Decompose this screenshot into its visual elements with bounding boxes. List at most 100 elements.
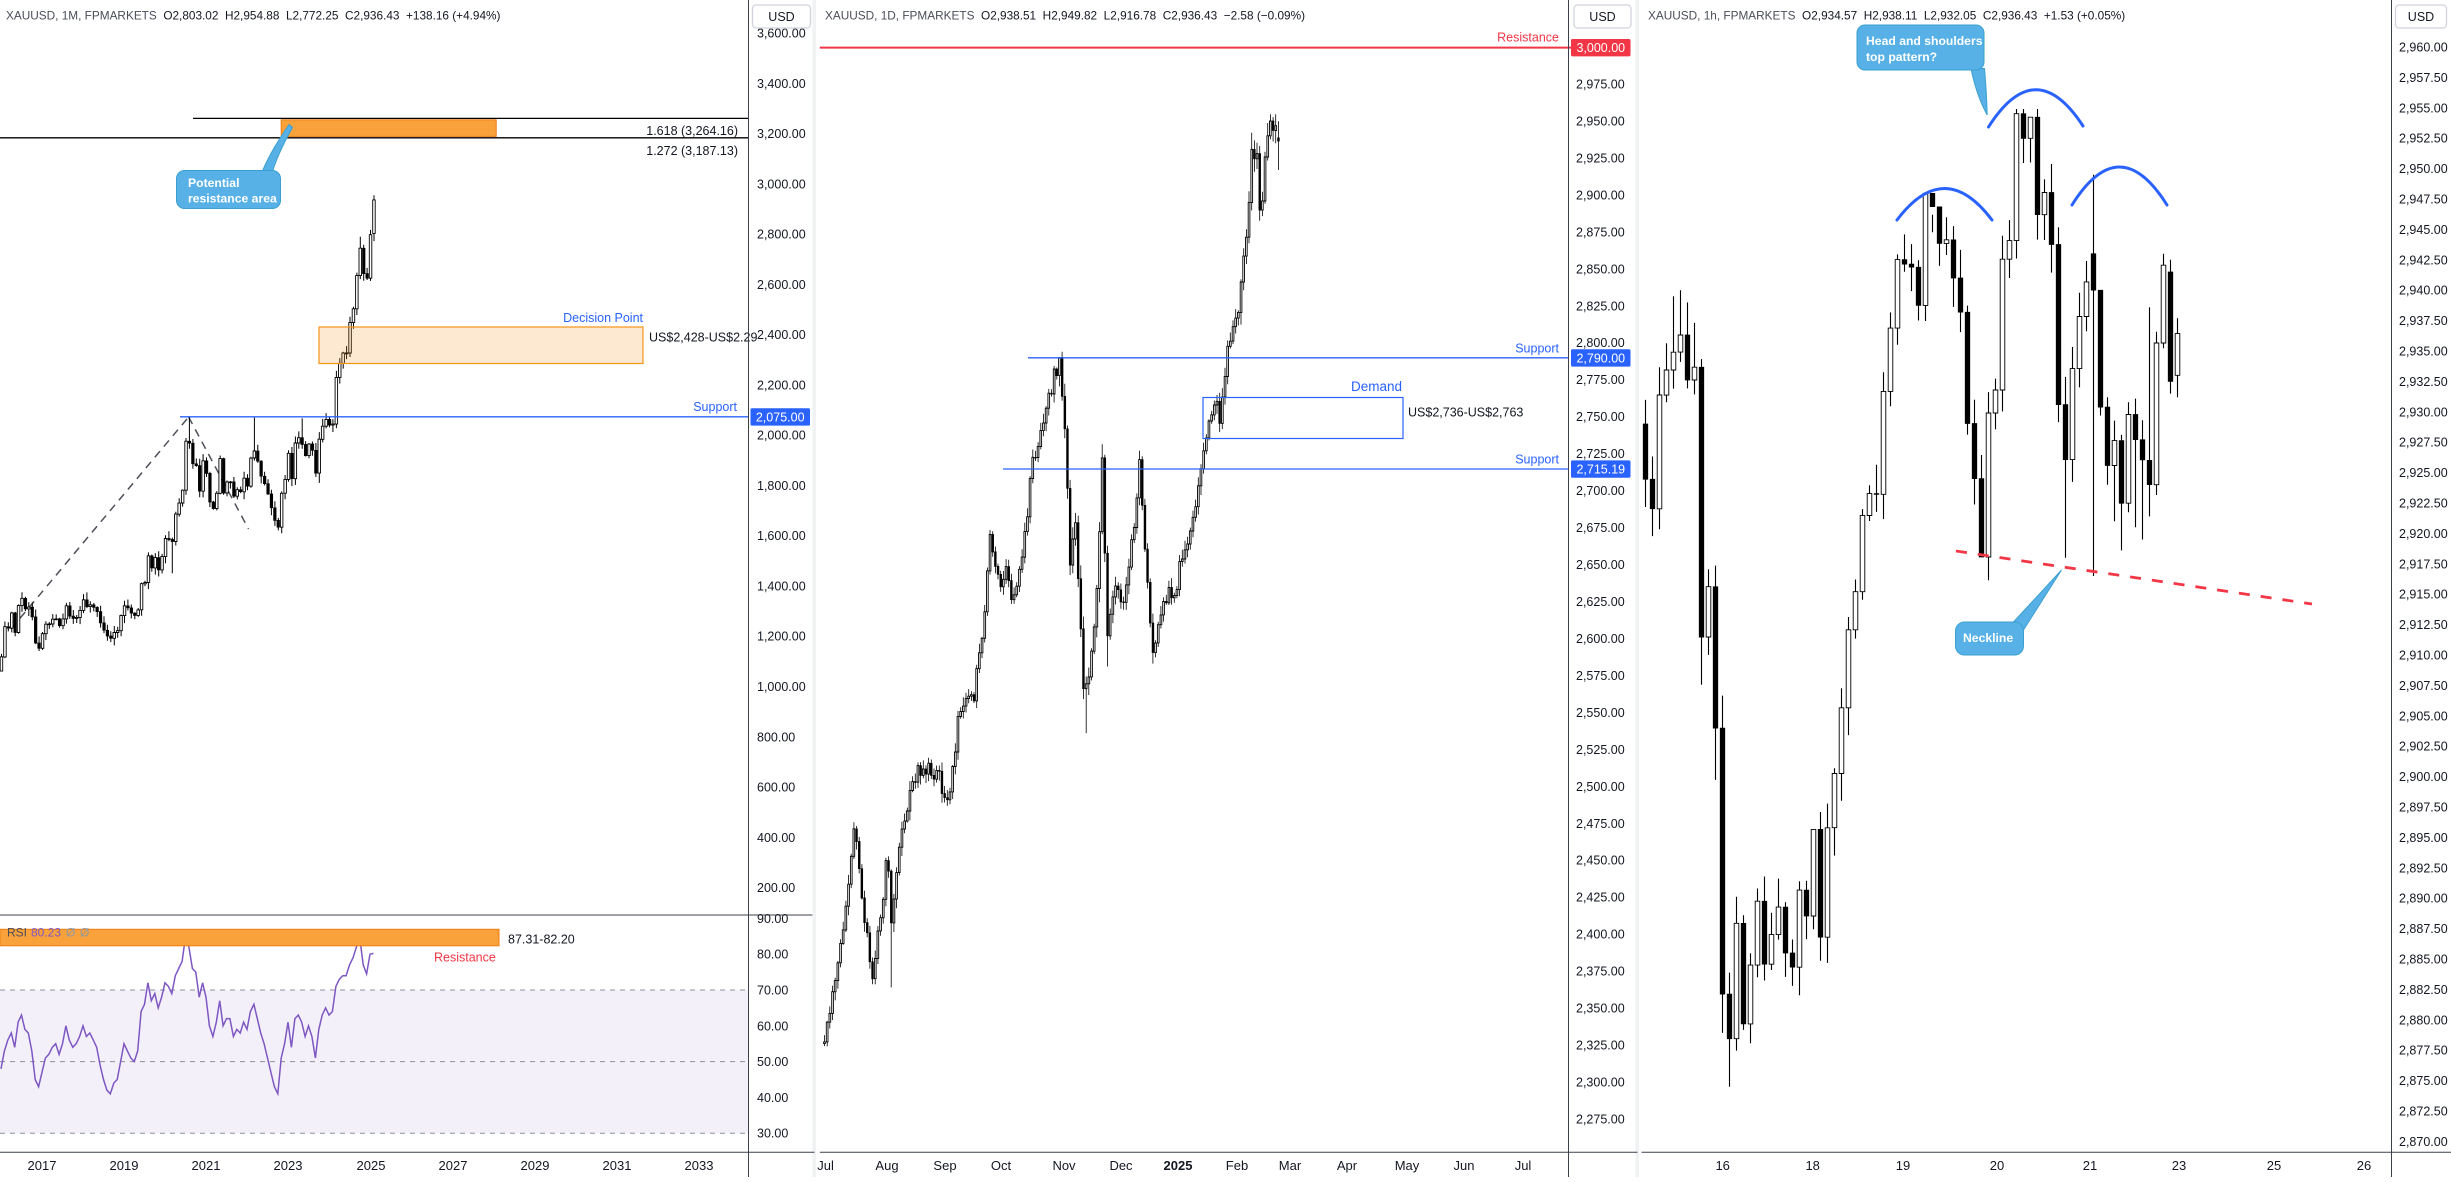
svg-text:2025: 2025 — [357, 1158, 386, 1173]
svg-text:2,775.00: 2,775.00 — [1576, 373, 1625, 387]
svg-text:1.618 (3,264.16): 1.618 (3,264.16) — [646, 124, 738, 138]
svg-text:Potential: Potential — [188, 176, 239, 190]
svg-text:1,200.00: 1,200.00 — [757, 630, 806, 644]
svg-text:Support: Support — [1515, 453, 1559, 467]
svg-text:US$2,428-US$2.29: US$2,428-US$2.29 — [649, 331, 757, 345]
svg-text:2,892.50: 2,892.50 — [2399, 861, 2448, 875]
svg-text:2,275.00: 2,275.00 — [1576, 1113, 1625, 1127]
svg-text:2,880.00: 2,880.00 — [2399, 1013, 2448, 1027]
svg-text:2,875.00: 2,875.00 — [1576, 225, 1625, 239]
svg-text:2,825.00: 2,825.00 — [1576, 299, 1625, 313]
svg-text:25: 25 — [2267, 1158, 2281, 1173]
svg-text:2,750.00: 2,750.00 — [1576, 410, 1625, 424]
svg-text:2031: 2031 — [603, 1158, 632, 1173]
svg-text:2,000.00: 2,000.00 — [757, 429, 806, 443]
svg-text:Jul: Jul — [1515, 1158, 1532, 1173]
svg-text:2,450.00: 2,450.00 — [1576, 854, 1625, 868]
svg-text:2,600.00: 2,600.00 — [757, 278, 806, 292]
svg-text:1.272 (3,187.13): 1.272 (3,187.13) — [646, 144, 738, 158]
svg-text:3,000.00: 3,000.00 — [757, 177, 806, 191]
svg-text:2,917.50: 2,917.50 — [2399, 557, 2448, 571]
svg-text:2,960.00: 2,960.00 — [2399, 41, 2448, 55]
svg-text:2,932.50: 2,932.50 — [2399, 375, 2448, 389]
svg-text:Decision Point: Decision Point — [563, 311, 643, 325]
svg-text:2,790.00: 2,790.00 — [1576, 351, 1625, 365]
svg-text:2029: 2029 — [521, 1158, 550, 1173]
svg-text:2,895.00: 2,895.00 — [2399, 831, 2448, 845]
svg-text:2,525.00: 2,525.00 — [1576, 743, 1625, 757]
svg-text:USD: USD — [2408, 10, 2434, 24]
svg-text:XAUUSD, 1D, FPMARKETS O2,938.: XAUUSD, 1D, FPMARKETS O2,938.51 H2,949.8… — [825, 9, 1305, 23]
svg-text:Nov: Nov — [1052, 1158, 1076, 1173]
svg-text:2,907.50: 2,907.50 — [2399, 679, 2448, 693]
svg-text:2,920.00: 2,920.00 — [2399, 527, 2448, 541]
svg-text:Support: Support — [693, 400, 737, 414]
svg-text:80.23: 80.23 — [31, 926, 61, 940]
svg-text:1,000.00: 1,000.00 — [757, 680, 806, 694]
svg-text:Jul: Jul — [817, 1158, 834, 1173]
svg-text:XAUUSD, 1M, FPMARKETS O2,803.: XAUUSD, 1M, FPMARKETS O2,803.02 H2,954.8… — [6, 9, 501, 23]
svg-text:Demand: Demand — [1351, 379, 1402, 394]
svg-text:Resistance: Resistance — [1497, 31, 1559, 45]
svg-text:2,930.00: 2,930.00 — [2399, 405, 2448, 419]
svg-text:2021: 2021 — [192, 1158, 221, 1173]
svg-text:top pattern?: top pattern? — [1866, 50, 1937, 64]
svg-text:RSI: RSI — [7, 926, 27, 940]
svg-text:2,375.00: 2,375.00 — [1576, 965, 1625, 979]
svg-text:Mar: Mar — [1279, 1158, 1302, 1173]
svg-text:1,400.00: 1,400.00 — [757, 580, 806, 594]
svg-text:2017: 2017 — [28, 1158, 57, 1173]
svg-text:2,890.00: 2,890.00 — [2399, 892, 2448, 906]
svg-text:2,425.00: 2,425.00 — [1576, 891, 1625, 905]
svg-text:2,200.00: 2,200.00 — [757, 378, 806, 392]
svg-text:2,475.00: 2,475.00 — [1576, 817, 1625, 831]
svg-text:2027: 2027 — [439, 1158, 468, 1173]
svg-text:2,905.00: 2,905.00 — [2399, 709, 2448, 723]
svg-text:20: 20 — [1990, 1158, 2004, 1173]
svg-text:30.00: 30.00 — [757, 1127, 788, 1141]
svg-text:3,400.00: 3,400.00 — [757, 77, 806, 91]
svg-text:2,675.00: 2,675.00 — [1576, 521, 1625, 535]
svg-text:2,955.00: 2,955.00 — [2399, 101, 2448, 115]
svg-text:400.00: 400.00 — [757, 831, 795, 845]
svg-text:resistance area: resistance area — [188, 192, 277, 206]
svg-text:2023: 2023 — [274, 1158, 303, 1173]
svg-text:2,700.00: 2,700.00 — [1576, 484, 1625, 498]
svg-text:Ø: Ø — [66, 926, 75, 940]
svg-text:2019: 2019 — [110, 1158, 139, 1173]
svg-text:50.00: 50.00 — [757, 1055, 788, 1069]
svg-text:2,800.00: 2,800.00 — [757, 228, 806, 242]
svg-text:2033: 2033 — [685, 1158, 714, 1173]
svg-text:40.00: 40.00 — [757, 1091, 788, 1105]
svg-text:Head and shoulders: Head and shoulders — [1866, 34, 1983, 48]
svg-text:3,000.00: 3,000.00 — [1576, 41, 1625, 55]
svg-text:2,950.00: 2,950.00 — [2399, 162, 2448, 176]
svg-text:2,885.00: 2,885.00 — [2399, 953, 2448, 967]
svg-text:2,940.00: 2,940.00 — [2399, 284, 2448, 298]
svg-text:Jun: Jun — [1454, 1158, 1475, 1173]
svg-text:XAUUSD, 1h, FPMARKETS O2,934.: XAUUSD, 1h, FPMARKETS O2,934.57 H2,938.1… — [1648, 9, 2125, 23]
svg-text:2,877.50: 2,877.50 — [2399, 1044, 2448, 1058]
svg-text:200.00: 200.00 — [757, 881, 795, 895]
svg-text:2,300.00: 2,300.00 — [1576, 1076, 1625, 1090]
svg-text:2,927.50: 2,927.50 — [2399, 436, 2448, 450]
svg-text:Aug: Aug — [875, 1158, 898, 1173]
svg-text:1,600.00: 1,600.00 — [757, 529, 806, 543]
svg-text:2,500.00: 2,500.00 — [1576, 780, 1625, 794]
svg-text:70.00: 70.00 — [757, 984, 788, 998]
svg-text:2,800.00: 2,800.00 — [1576, 336, 1625, 350]
svg-text:2,400.00: 2,400.00 — [757, 328, 806, 342]
svg-text:Apr: Apr — [1337, 1158, 1358, 1173]
svg-text:US$2,736-US$2,763: US$2,736-US$2,763 — [1408, 406, 1523, 420]
svg-text:2,900.00: 2,900.00 — [2399, 770, 2448, 784]
svg-text:2,575.00: 2,575.00 — [1576, 669, 1625, 683]
svg-text:2,912.50: 2,912.50 — [2399, 618, 2448, 632]
svg-text:60.00: 60.00 — [757, 1019, 788, 1033]
svg-text:2,945.00: 2,945.00 — [2399, 223, 2448, 237]
svg-text:2,925.00: 2,925.00 — [2399, 466, 2448, 480]
svg-text:2,650.00: 2,650.00 — [1576, 558, 1625, 572]
svg-text:2,952.50: 2,952.50 — [2399, 132, 2448, 146]
svg-text:2,915.00: 2,915.00 — [2399, 588, 2448, 602]
svg-text:2,950.00: 2,950.00 — [1576, 114, 1625, 128]
svg-text:2,882.50: 2,882.50 — [2399, 983, 2448, 997]
